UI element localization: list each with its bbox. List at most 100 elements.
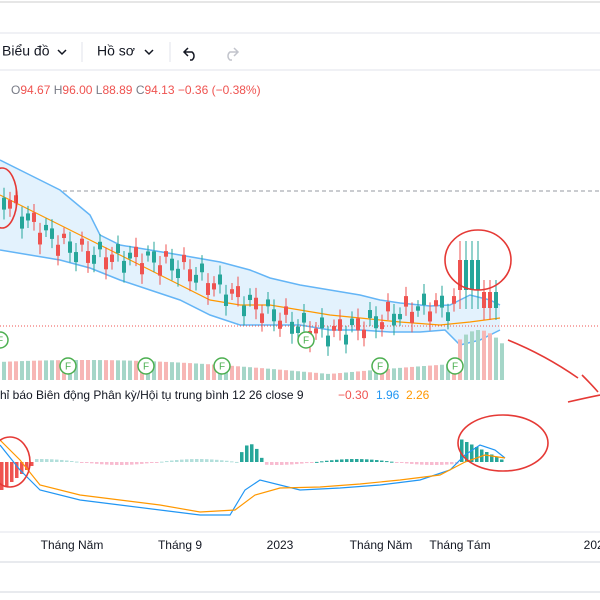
candle-body: [224, 294, 228, 306]
histogram-bar: [495, 457, 499, 462]
histogram-bar: [350, 459, 354, 462]
volume-bar: [26, 360, 30, 380]
event-marker: [213, 357, 231, 375]
candle-body: [26, 213, 30, 221]
histogram-bar: [425, 462, 429, 465]
legend: O94.67 H96.00 L88.89 C94.13 −0.36 (−0.38…: [11, 83, 261, 97]
volume-bar: [110, 360, 114, 380]
histogram-bar: [355, 459, 359, 462]
histogram-bar: [15, 462, 19, 478]
label: C: [136, 83, 145, 97]
event-label: F: [143, 362, 149, 373]
undo-button[interactable]: [182, 47, 195, 61]
candle-body: [158, 265, 162, 276]
candle-body: [296, 326, 300, 334]
volume-bar: [248, 367, 252, 380]
volume-bar: [482, 330, 486, 380]
profile-menu[interactable]: Hồ sơ: [97, 43, 135, 59]
chart-menu[interactable]: Biểu đồ: [2, 43, 50, 59]
candle-body: [356, 318, 360, 331]
redo-button[interactable]: [227, 47, 240, 61]
volume-bar: [236, 366, 240, 380]
candle-body: [320, 317, 324, 329]
candle-body: [56, 244, 60, 256]
histogram-bar: [95, 462, 99, 464]
histogram-bar: [210, 459, 214, 462]
histogram-bar: [180, 459, 184, 462]
histogram-bar: [125, 462, 129, 465]
candle-body: [458, 260, 462, 290]
candle-body: [38, 232, 42, 245]
volume-bar: [188, 363, 192, 380]
histogram-bar: [280, 462, 284, 465]
histogram-bar: [465, 442, 469, 462]
volume-bar: [164, 361, 168, 380]
volume-bar: [200, 363, 204, 380]
candle-body: [368, 310, 372, 319]
value: 94.13: [145, 83, 175, 97]
histogram-bar: [225, 460, 229, 462]
histogram-bar: [370, 459, 374, 462]
histogram-bar: [85, 462, 89, 463]
volume-bar: [470, 331, 474, 380]
volume-bar: [422, 366, 426, 380]
histogram-bar: [105, 462, 109, 465]
volume-bar: [170, 362, 174, 380]
histogram-bar: [260, 457, 264, 462]
volume-bar: [332, 373, 336, 380]
histogram-bar: [140, 462, 144, 464]
candle-body: [194, 274, 198, 283]
volume-bar: [500, 343, 504, 380]
candle-body: [170, 258, 174, 271]
candle-body: [200, 263, 204, 273]
arrow: [581, 374, 599, 393]
histogram-bar: [70, 460, 74, 462]
candle-body: [44, 224, 48, 231]
histogram-bar: [290, 462, 294, 465]
volume-bar: [464, 334, 468, 380]
histogram-bar: [60, 459, 64, 462]
histogram-bar: [165, 461, 169, 463]
histogram-bar: [420, 462, 424, 465]
histogram-bar: [310, 462, 314, 463]
histogram-bar: [230, 461, 234, 463]
candle-body: [338, 319, 342, 331]
volume-bar: [2, 361, 6, 380]
volume-bar: [74, 360, 78, 380]
histogram-bar: [25, 462, 29, 470]
histogram-bar: [240, 452, 244, 462]
candle-body: [104, 257, 108, 270]
volume-bar: [32, 360, 36, 380]
histogram-bar: [10, 462, 14, 482]
volume-bar: [476, 330, 480, 380]
candle-body: [392, 313, 396, 326]
histogram-bar: [460, 439, 464, 462]
volume-bar: [392, 368, 396, 380]
volume-bar: [278, 369, 282, 380]
event-label: F: [65, 362, 71, 373]
time-label: Tháng Tám: [429, 538, 490, 552]
histogram-bar: [160, 461, 164, 463]
candle-body: [314, 328, 318, 334]
histogram-bar: [45, 459, 49, 462]
volume-bar: [374, 369, 378, 380]
candle-body: [164, 251, 168, 257]
candle-body: [146, 251, 150, 256]
candle-body: [206, 283, 210, 295]
candle-body: [176, 268, 180, 278]
volume-bar: [416, 366, 420, 380]
histogram-bar: [150, 462, 154, 463]
histogram-bar: [475, 447, 479, 462]
histogram-bar: [145, 462, 149, 464]
candle-body: [470, 260, 474, 290]
histogram-bar: [490, 454, 494, 462]
arrow: [567, 394, 600, 403]
histogram-bar: [405, 462, 409, 464]
candle-body: [410, 311, 414, 323]
volume-bar: [494, 337, 498, 380]
label: L: [96, 83, 103, 97]
event-markers: F F F F F F F: [0, 331, 464, 375]
histogram-bar: [190, 459, 194, 462]
candle-body: [116, 244, 120, 254]
